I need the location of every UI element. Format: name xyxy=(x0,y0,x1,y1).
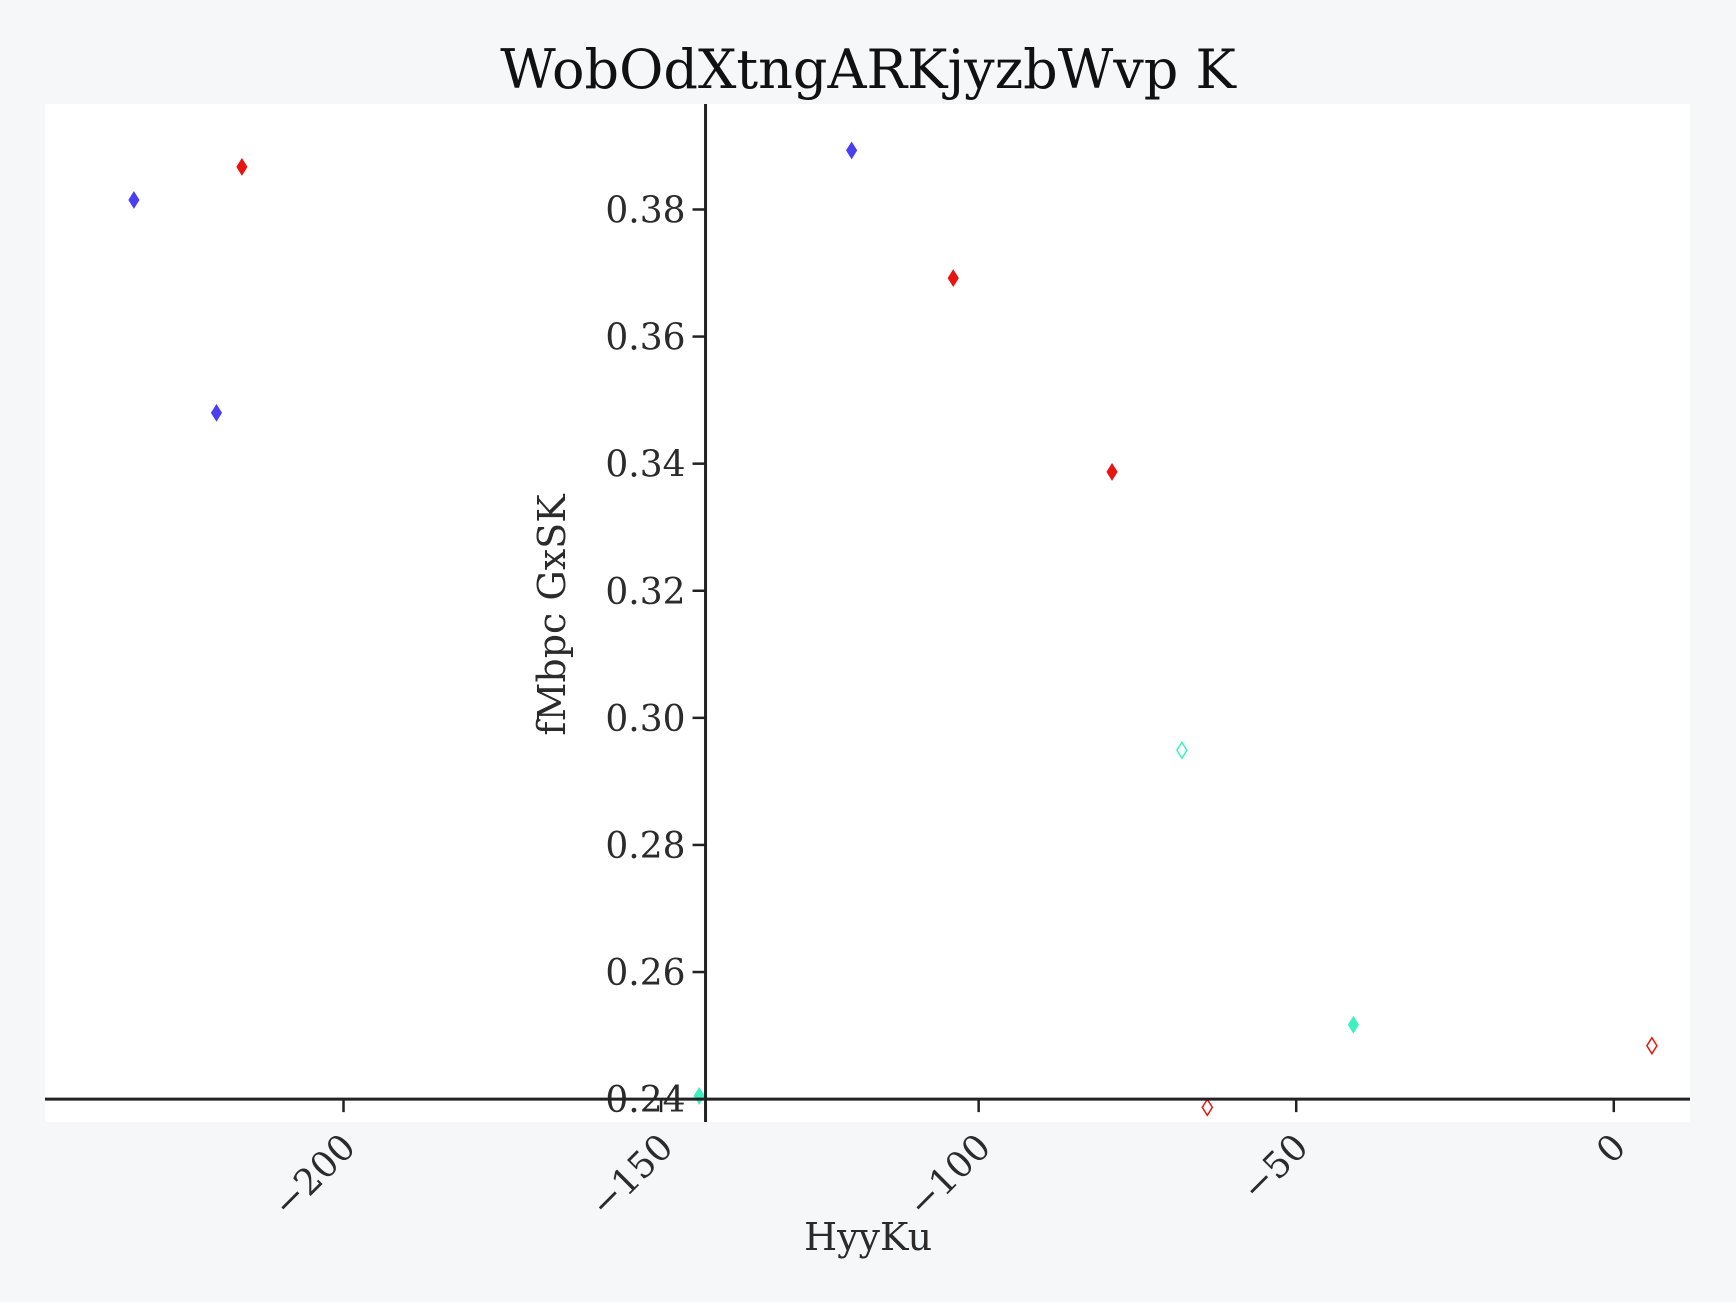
x-tick-label: −100 xyxy=(900,1126,999,1225)
y-tick-label: 0.38 xyxy=(605,190,685,231)
y-tick-label: 0.32 xyxy=(605,572,685,613)
y-tick-label: 0.28 xyxy=(605,826,685,867)
y-tick-label: 0.34 xyxy=(605,445,685,486)
y-tick-label: 0.26 xyxy=(605,953,685,994)
chart-title: WobOdXtngARKjyzbWvp K xyxy=(500,38,1237,101)
x-tick-label: −200 xyxy=(265,1126,364,1225)
x-axis-label: HyyKu xyxy=(804,1215,932,1259)
x-tick-label: 0 xyxy=(1589,1126,1634,1171)
y-tick-label: 0.30 xyxy=(605,699,685,740)
y-axis-label: fMbpc GxSK xyxy=(530,494,574,736)
x-tick-label: −150 xyxy=(583,1126,682,1225)
plot-area xyxy=(45,104,1690,1122)
x-tick-label: −50 xyxy=(1234,1126,1317,1209)
y-tick-label: 0.36 xyxy=(605,318,685,359)
